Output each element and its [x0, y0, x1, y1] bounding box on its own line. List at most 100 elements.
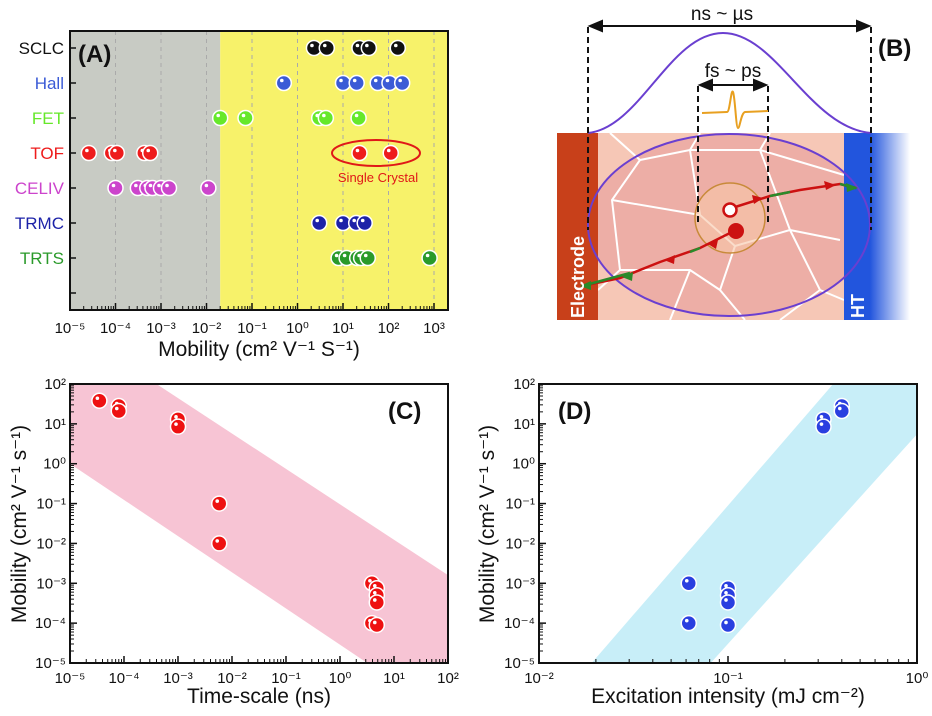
data-point — [833, 402, 851, 420]
data-point — [368, 594, 386, 611]
data-point-fet-highlight — [354, 113, 359, 118]
y-tick-label: 10⁻¹ — [36, 496, 66, 513]
data-point-hall-highlight — [398, 78, 402, 83]
data-point-sclc-highlight — [365, 43, 369, 48]
data-point-trts-highlight — [363, 253, 368, 258]
timescale-arrows — [587, 19, 872, 92]
data-point-celiv-highlight — [165, 183, 169, 188]
data-point-highlight — [114, 406, 119, 411]
panel-b-diagram: ns ~ µs fs ~ ps Electrode HT (B) — [557, 4, 911, 321]
electrode-layer — [557, 133, 598, 320]
x-tick-label: 10⁻¹ — [237, 320, 267, 337]
category-label-trmc: TRMC — [15, 214, 64, 233]
hole-icon — [722, 202, 738, 218]
data-point-celiv-highlight — [204, 183, 209, 188]
data-point-tof — [382, 144, 399, 162]
data-point — [210, 495, 228, 512]
data-point-trmc — [356, 214, 373, 232]
data-point — [680, 575, 698, 592]
dashed-guides — [587, 27, 872, 230]
data-point — [368, 616, 386, 634]
data-point-trts-highlight — [425, 253, 430, 258]
y-tick-label: 10¹ — [513, 416, 535, 433]
data-point-fet-highlight — [216, 113, 220, 118]
single-crystal-label: Single Crystal — [338, 170, 418, 185]
x-tick-label: 10⁻¹ — [713, 670, 743, 687]
x-tick-label: 10⁻² — [217, 670, 247, 687]
data-point-sclc — [360, 39, 378, 57]
y-tick-label: 10⁻⁵ — [35, 655, 66, 672]
pulse-waveform — [701, 90, 769, 130]
data-point-hall-highlight — [280, 78, 284, 83]
x-tick-label: 10⁻⁵ — [55, 670, 86, 687]
data-point — [680, 614, 698, 632]
panel-a-xlabel: Mobility (cm² V⁻¹ S⁻¹) — [158, 338, 360, 361]
panel-c-ylabel: Mobility (cm² V⁻¹ s⁻¹) — [8, 425, 31, 623]
data-point-tof-highlight — [386, 148, 391, 153]
category-label-hall: Hall — [35, 74, 64, 93]
data-point-tof-highlight — [355, 148, 360, 153]
plot-frame — [538, 383, 918, 664]
panel-d-mobility-vs-excitation: 10⁻² 10⁻¹ 10⁰ 10⁻⁵ 10⁻⁴ 10⁻³ 10⁻² 10⁻¹ 10⁰ 10¹ 10² — [504, 376, 928, 687]
category-label-trts: TRTS — [20, 249, 64, 268]
panel-d-xlabel: Excitation intensity (mJ cm⁻²) — [591, 685, 865, 708]
x-tick-label: 10³ — [423, 320, 445, 337]
data-point-highlight — [372, 590, 377, 595]
shaded-band — [591, 384, 917, 663]
x-tick-label: 10¹ — [383, 670, 405, 687]
data-point — [815, 418, 832, 435]
data-point — [91, 392, 108, 409]
data-point-trts — [359, 249, 377, 267]
data-point-trmc-highlight — [339, 218, 343, 223]
panel-c-label: (C) — [388, 398, 421, 425]
data-point-highlight — [95, 396, 100, 401]
data-point-celiv-highlight — [157, 183, 161, 188]
shaded-band — [70, 384, 448, 663]
y-tick-label: 10⁻⁴ — [35, 615, 66, 632]
y-tick-label: 10⁰ — [43, 456, 66, 473]
category-label-sclc: SCLC — [19, 39, 64, 58]
data-point — [169, 418, 187, 435]
category-label-celiv: CELIV — [15, 179, 65, 198]
y-tick-label: 10⁻² — [505, 535, 535, 552]
panel-a-mobility-by-technique: 10⁻⁵ 10⁻⁴ 10⁻³ 10⁻² 10⁻¹ 10⁰ 10¹ 10² 10³ SCLC Hall… — [15, 30, 449, 337]
ht-gradient — [870, 133, 910, 320]
data-point-trmc — [310, 214, 328, 232]
panel-b-label: (B) — [878, 35, 911, 62]
panel-a-label: (A) — [78, 41, 111, 68]
data-point-tof — [108, 144, 126, 162]
category-label-tof: TOF — [30, 144, 64, 163]
data-point-celiv-highlight — [148, 183, 153, 188]
x-tick-label: 10² — [437, 670, 459, 687]
data-point-highlight — [174, 422, 178, 426]
y-tick-label: 10⁻⁴ — [504, 615, 535, 632]
data-point-hall — [393, 74, 411, 92]
data-point — [719, 616, 737, 634]
plot-frame — [69, 383, 449, 664]
data-point-sclc-highlight — [393, 43, 398, 48]
long-timescale-label: ns ~ µs — [691, 4, 753, 25]
data-point-fet — [317, 109, 335, 127]
data-point-celiv-highlight — [134, 183, 138, 188]
x-tick-label: 10⁻² — [192, 320, 222, 337]
panel-c-mobility-vs-timescale: 10⁻⁵ 10⁻⁴ 10⁻³ 10⁻² 10⁻¹ 10⁰ 10¹ 10² 10⁻⁵ 10⁻⁴ 10⁻… — [35, 376, 459, 687]
shaded-region — [70, 31, 221, 310]
data-point-hall — [275, 74, 293, 92]
data-point-trts — [421, 249, 438, 267]
data-point-celiv — [200, 179, 217, 197]
x-tick-label: 10⁻⁵ — [55, 320, 86, 337]
y-tick-label: 10⁻¹ — [505, 496, 535, 513]
data-point-fet — [237, 109, 254, 127]
y-tick-label: 10⁻³ — [505, 575, 535, 592]
x-tick-label: 10⁻⁴ — [108, 670, 139, 687]
envelope-curve — [587, 31, 872, 134]
data-point — [719, 594, 737, 611]
exciton-circle — [694, 182, 766, 254]
data-point-trmc-highlight — [360, 218, 365, 223]
data-point-highlight — [819, 422, 824, 426]
panel-c-xlabel: Time-scale (ns) — [187, 685, 331, 708]
data-point-sclc-highlight — [355, 43, 360, 48]
x-tick-label: 10⁻³ — [146, 320, 176, 337]
data-point-hall-highlight — [339, 78, 343, 83]
y-tick-label: 10⁰ — [512, 456, 535, 473]
